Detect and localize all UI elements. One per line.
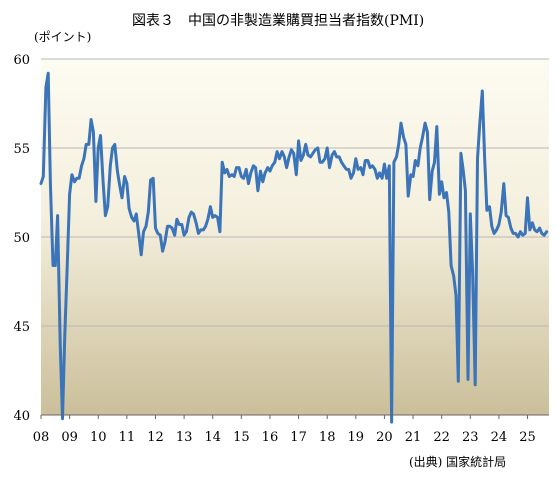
y-tick-label: 60 [13, 53, 30, 68]
grid-lines [41, 58, 549, 327]
x-axis-ticks: 08 09 10 11 12 13 14 15 16 17 18 19 20 21 22 23 24 25 [33, 415, 536, 445]
x-tick-label: 23 [462, 430, 479, 445]
x-tick-label: 10 [90, 430, 107, 445]
x-tick-label: 13 [176, 430, 193, 445]
series-line-pmi [39, 71, 549, 424]
chart-title: 図表３ 中国の非製造業購買担当者指数(PMI) [132, 13, 424, 29]
y-tick-label: 55 [13, 142, 30, 157]
y-tick-label: 45 [13, 320, 30, 335]
x-tick-label: 12 [147, 430, 164, 445]
y-axis-unit-label: (ポイント) [34, 30, 91, 44]
x-tick-label: 15 [233, 430, 250, 445]
x-tick-label: 24 [491, 430, 508, 445]
x-tick-label: 19 [348, 430, 365, 445]
y-tick-label: 50 [13, 231, 30, 246]
source-note: (出典) 国家統計局 [409, 454, 506, 469]
x-tick-label: 20 [376, 430, 393, 445]
x-tick-label: 25 [519, 430, 536, 445]
x-tick-label: 16 [262, 430, 279, 445]
x-tick-label: 22 [433, 430, 450, 445]
x-tick-label: 08 [33, 430, 50, 445]
x-tick-label: 18 [319, 430, 336, 445]
x-tick-label: 09 [61, 430, 78, 445]
y-axis-ticks: 40 45 50 55 60 [13, 53, 30, 424]
y-tick-label: 40 [13, 409, 30, 424]
x-tick-label: 21 [405, 430, 422, 445]
x-tick-label: 17 [290, 430, 307, 445]
x-tick-label: 14 [204, 430, 221, 445]
x-tick-label: 11 [119, 430, 136, 445]
